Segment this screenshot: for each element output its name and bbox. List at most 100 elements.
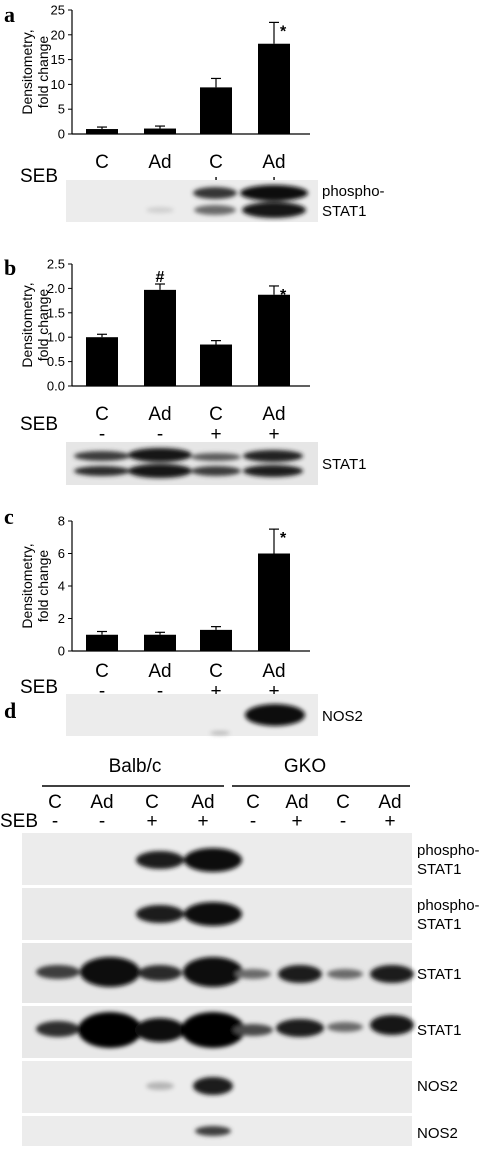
seb-sign: + <box>268 424 279 445</box>
band <box>74 466 130 476</box>
band <box>78 1012 142 1048</box>
band <box>136 905 184 923</box>
y-tick-label: 1.0 <box>47 330 65 345</box>
seb-sign: - <box>99 681 105 702</box>
significance-marker: * <box>280 530 287 547</box>
seb-sign: + <box>268 681 279 702</box>
y-tick-label: 1.5 <box>47 305 65 320</box>
lane-label: Ad <box>191 792 214 813</box>
band <box>242 202 306 218</box>
lane-label: Ad <box>285 792 308 813</box>
band <box>184 902 242 926</box>
y-tick-label: 0.0 <box>47 379 65 394</box>
band <box>181 1012 245 1048</box>
bar <box>258 43 290 135</box>
blot-d-label: phospho- <box>417 897 480 914</box>
y-tick-label: 20 <box>51 27 65 42</box>
seb-sign: - <box>340 811 346 832</box>
y-axis-label: fold change <box>35 550 51 623</box>
seb-sign: + <box>210 424 221 445</box>
lane-labels: C Ad C Ad C Ad C Ad <box>48 792 401 813</box>
band <box>36 1021 80 1037</box>
significance-marker: * <box>280 287 287 304</box>
blot-d-labels: phospho- STAT1 phospho- STAT1 STAT1 STAT… <box>417 842 480 1142</box>
category-label: C <box>209 404 223 425</box>
blot-a-label-line1: phospho- <box>322 183 385 200</box>
seb-sign: - <box>157 424 163 445</box>
blot-b-membrane <box>66 442 318 485</box>
band <box>146 1082 174 1090</box>
band <box>80 957 140 987</box>
seb-sign: - <box>99 811 105 832</box>
band <box>233 1024 273 1036</box>
band <box>195 1126 231 1136</box>
blot-d-label: STAT1 <box>417 861 461 878</box>
category-label: C <box>209 661 223 682</box>
seb-sign: - <box>99 424 105 445</box>
seb-sign: + <box>210 681 221 702</box>
band <box>194 205 236 215</box>
seb-label-d: SEB <box>0 811 38 832</box>
category-label: Ad <box>262 661 285 682</box>
blot-d-label: NOS2 <box>417 1078 458 1095</box>
seb-sign: - <box>157 681 163 702</box>
lane-label: C <box>246 792 260 813</box>
band <box>191 466 241 476</box>
category-label: Ad <box>148 404 171 425</box>
y-tick-label: 2.5 <box>47 257 65 272</box>
blot-d-bands <box>36 848 414 1136</box>
lane-label: Ad <box>378 792 401 813</box>
bar <box>258 294 290 386</box>
band <box>278 965 322 983</box>
seb-sign: + <box>197 811 208 832</box>
seb-label-c: SEB <box>20 677 58 698</box>
bar <box>144 128 176 134</box>
blot-c-bands <box>210 704 305 735</box>
seb-sign: + <box>291 811 302 832</box>
band <box>184 848 242 872</box>
lane-label: C <box>145 792 159 813</box>
bar <box>258 553 290 651</box>
bar <box>200 629 232 651</box>
y-tick-label: 2.0 <box>47 281 65 296</box>
blot-a-label-line2: STAT1 <box>322 203 366 220</box>
bar <box>86 337 118 386</box>
band <box>135 1018 185 1042</box>
seb-signs-d: - - + + - + - + <box>52 811 396 832</box>
lane-label: C <box>48 792 62 813</box>
band <box>136 851 184 869</box>
band <box>235 969 271 979</box>
y-tick-label: 8 <box>58 514 65 529</box>
band <box>243 450 303 462</box>
blot-d-label: NOS2 <box>417 1125 458 1142</box>
panel-d-letter: d <box>4 698 16 723</box>
band <box>128 464 192 478</box>
y-tick-label: 0 <box>58 127 65 142</box>
significance-marker: # <box>156 269 165 286</box>
panel-c-letter: c <box>4 504 14 529</box>
band <box>370 1015 414 1035</box>
y-tick-label: 5 <box>58 102 65 117</box>
seb-sign: - <box>52 811 58 832</box>
band <box>128 448 192 462</box>
category-label: C <box>95 152 109 173</box>
blot-c-label: NOS2 <box>322 708 363 725</box>
seb-sign: + <box>384 811 395 832</box>
y-tick-label: 25 <box>51 3 65 18</box>
blot-b: SEB STAT1 <box>20 414 366 485</box>
band <box>193 187 237 199</box>
bar <box>86 129 118 134</box>
y-tick-label: 4 <box>58 579 65 594</box>
y-tick-label: 15 <box>51 52 65 67</box>
category-label: Ad <box>148 152 171 173</box>
panel-d: Balb/c GKO C Ad C Ad C Ad C Ad SEB - - +… <box>0 756 480 1146</box>
y-tick-label: 10 <box>51 77 65 92</box>
band <box>276 1019 324 1037</box>
bar <box>144 634 176 651</box>
category-label: Ad <box>262 404 285 425</box>
seb-label-a: SEB <box>20 166 58 187</box>
band <box>327 1022 363 1032</box>
bar <box>200 87 232 134</box>
